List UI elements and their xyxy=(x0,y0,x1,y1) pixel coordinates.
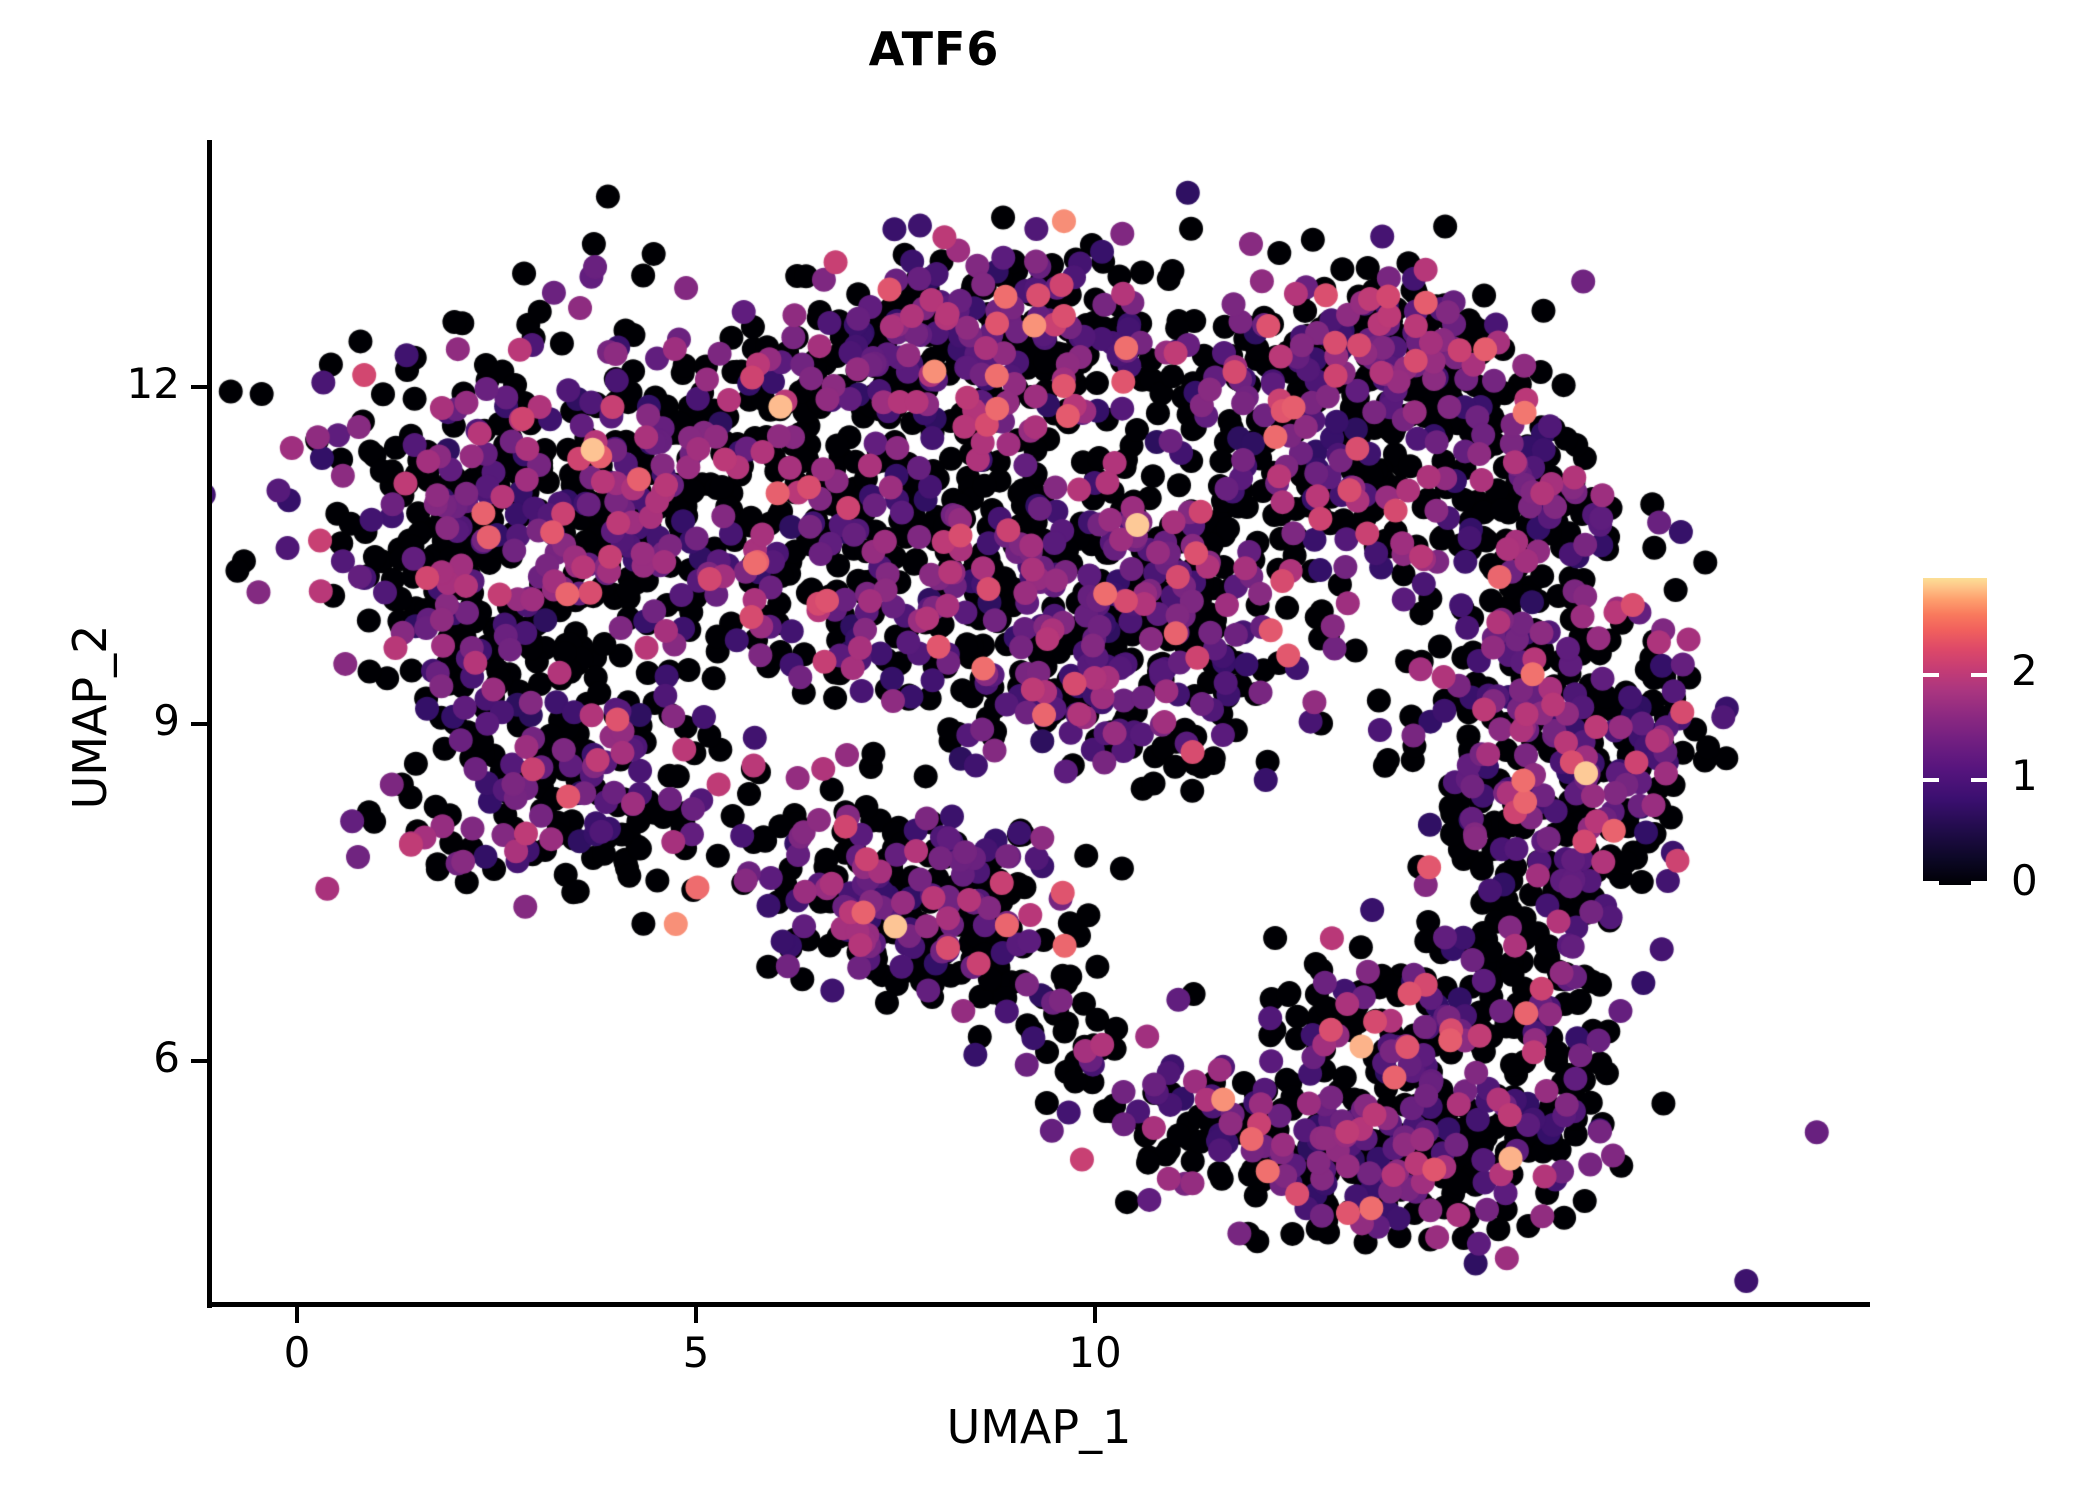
y-tick-label-9: 9 xyxy=(153,696,180,745)
colorbar-label-1: 1 xyxy=(2011,751,2038,800)
scatter-plot[interactable] xyxy=(210,140,1868,1305)
x-tick-label-10: 10 xyxy=(1068,1328,1122,1377)
y-tick-label-12: 12 xyxy=(126,359,180,408)
x-tick-mark-0 xyxy=(295,1307,299,1323)
page-title: ATF6 xyxy=(868,22,1000,76)
colorbar-gradient xyxy=(1923,578,1987,885)
colorbar-tick-1-right xyxy=(1971,778,1987,782)
colorbar-tick-0-left xyxy=(1923,881,1939,885)
colorbar-tick-1-left xyxy=(1923,778,1939,782)
y-axis-spine xyxy=(207,140,212,1308)
colorbar-tick-2-right xyxy=(1971,673,1987,677)
colorbar-label-2: 2 xyxy=(2011,646,2038,695)
x-tick-mark-10 xyxy=(1093,1307,1097,1323)
y-tick-mark-6 xyxy=(191,1059,209,1063)
colorbar-label-0: 0 xyxy=(2011,856,2038,905)
x-tick-mark-5 xyxy=(694,1307,698,1323)
x-axis-label: UMAP_1 xyxy=(946,1400,1132,1454)
colorbar-tick-0-right xyxy=(1971,881,1987,885)
y-axis-label: UMAP_2 xyxy=(63,624,117,810)
x-tick-label-5: 5 xyxy=(682,1328,710,1377)
y-tick-mark-12 xyxy=(191,385,209,389)
y-tick-mark-9 xyxy=(191,722,209,726)
x-tick-label-0: 0 xyxy=(283,1328,311,1377)
colorbar-tick-2-left xyxy=(1923,673,1939,677)
plot-area[interactable] xyxy=(210,140,1868,1305)
x-axis-spine xyxy=(207,1302,1870,1307)
y-tick-label-6: 6 xyxy=(153,1033,180,1082)
